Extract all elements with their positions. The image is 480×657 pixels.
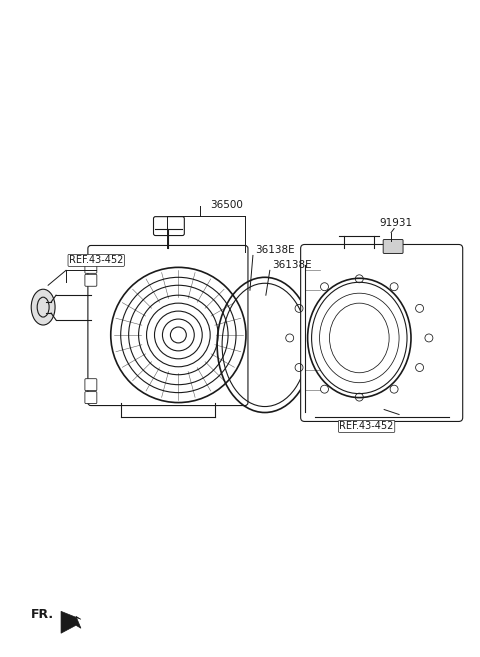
Text: 36138E: 36138E — [255, 246, 295, 256]
FancyBboxPatch shape — [154, 217, 184, 236]
Ellipse shape — [31, 289, 55, 325]
Text: FR.: FR. — [31, 608, 54, 622]
Text: REF.43-452: REF.43-452 — [339, 421, 394, 432]
FancyBboxPatch shape — [300, 244, 463, 421]
FancyBboxPatch shape — [383, 240, 403, 254]
FancyBboxPatch shape — [85, 392, 97, 403]
Text: 36500: 36500 — [210, 200, 243, 210]
Polygon shape — [61, 612, 81, 633]
Text: REF.43-452: REF.43-452 — [69, 256, 123, 265]
FancyBboxPatch shape — [85, 261, 97, 273]
Text: 91931: 91931 — [379, 217, 412, 227]
FancyBboxPatch shape — [85, 378, 97, 391]
FancyBboxPatch shape — [85, 275, 97, 286]
Text: 36138E: 36138E — [272, 260, 312, 270]
FancyBboxPatch shape — [88, 246, 248, 405]
